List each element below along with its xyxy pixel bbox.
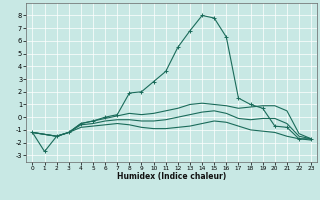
- X-axis label: Humidex (Indice chaleur): Humidex (Indice chaleur): [117, 172, 227, 181]
